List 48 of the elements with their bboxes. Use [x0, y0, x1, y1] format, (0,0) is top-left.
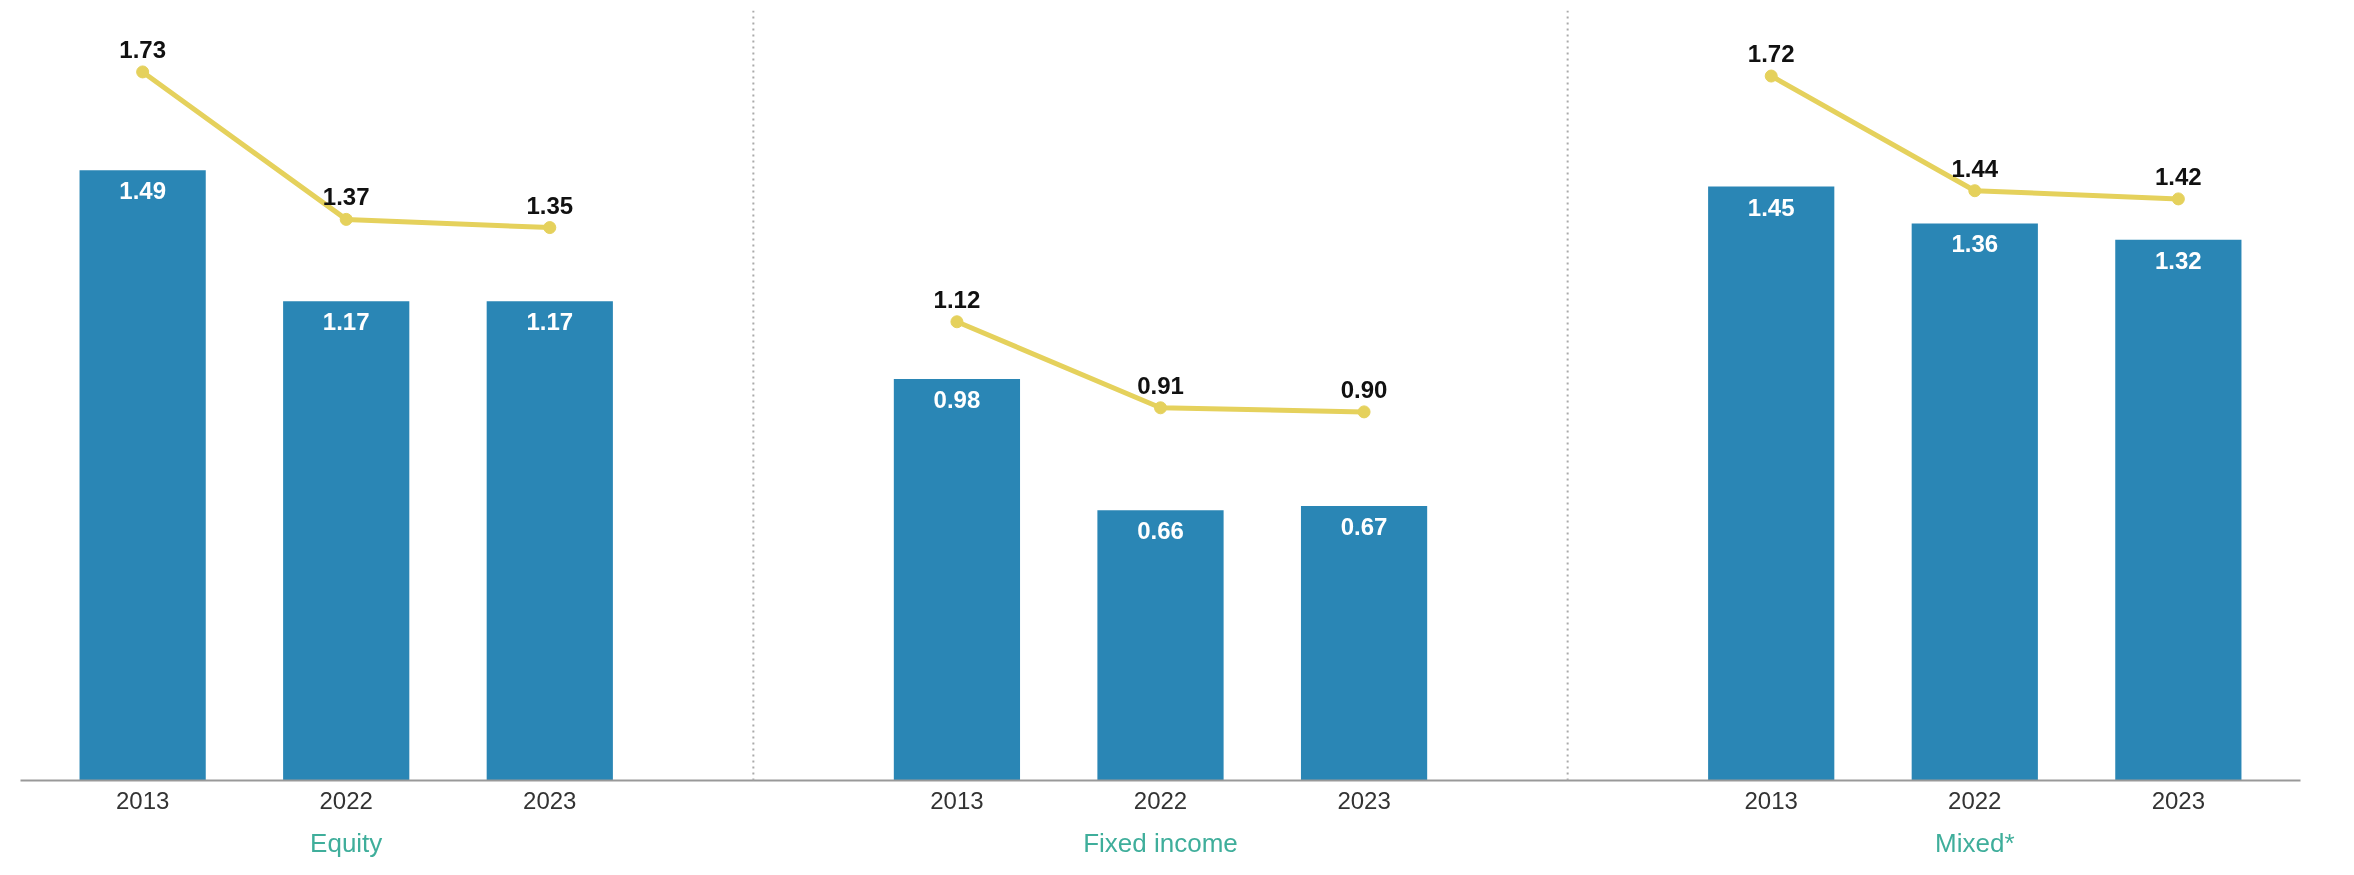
bar [1708, 186, 1835, 781]
bar [1097, 510, 1224, 781]
data-label: 1.72 [1747, 40, 1795, 68]
x-tick-label: 2023 [1337, 786, 1391, 814]
data-label: 1.35 [526, 191, 574, 219]
bar [1911, 223, 2038, 781]
data-label: 1.17 [322, 308, 370, 336]
data-label: 1.17 [526, 308, 574, 336]
x-tick-label: 2013 [1744, 786, 1798, 814]
point [543, 221, 557, 235]
data-label: 0.91 [1137, 371, 1184, 399]
bar [486, 301, 613, 781]
data-label: 0.67 [1340, 513, 1388, 541]
point [1968, 184, 1982, 198]
data-label: 1.42 [2155, 162, 2202, 190]
data-label: 1.45 [1747, 193, 1795, 221]
point [1764, 69, 1778, 83]
data-label: 1.49 [119, 177, 167, 205]
text: Mixed* [1935, 827, 2015, 858]
point [950, 315, 964, 329]
bar [283, 301, 410, 781]
point [2171, 192, 2185, 206]
point [1154, 401, 1167, 415]
point [339, 212, 353, 226]
x-tick-label: 2013 [115, 786, 170, 814]
bar [893, 379, 1021, 781]
data-label: 1.37 [322, 183, 370, 211]
x-tick-label: 2022 [319, 786, 373, 814]
x-tick-label: 2022 [1948, 786, 2002, 814]
x-tick-label: 2022 [1133, 786, 1188, 814]
data-label: 1.32 [2155, 246, 2202, 274]
x-tick-label: 2023 [2151, 786, 2206, 814]
data-label: 1.36 [1951, 230, 1999, 258]
data-label: 1.73 [119, 35, 167, 63]
x-tick-label: 2013 [930, 786, 984, 814]
text: Fixed income [1083, 827, 1238, 858]
data-label: 1.12 [933, 285, 981, 313]
data-label: 0.98 [933, 386, 981, 414]
data-label: 1.44 [1951, 154, 1999, 182]
bar [1300, 506, 1428, 781]
text: Equity [310, 827, 383, 858]
data-label: 0.90 [1340, 375, 1388, 403]
bar [79, 170, 206, 781]
data-label: 0.66 [1137, 517, 1184, 545]
point [1357, 405, 1371, 419]
bar [2115, 239, 2242, 781]
x-tick-label: 2023 [523, 786, 577, 814]
point [136, 65, 150, 79]
